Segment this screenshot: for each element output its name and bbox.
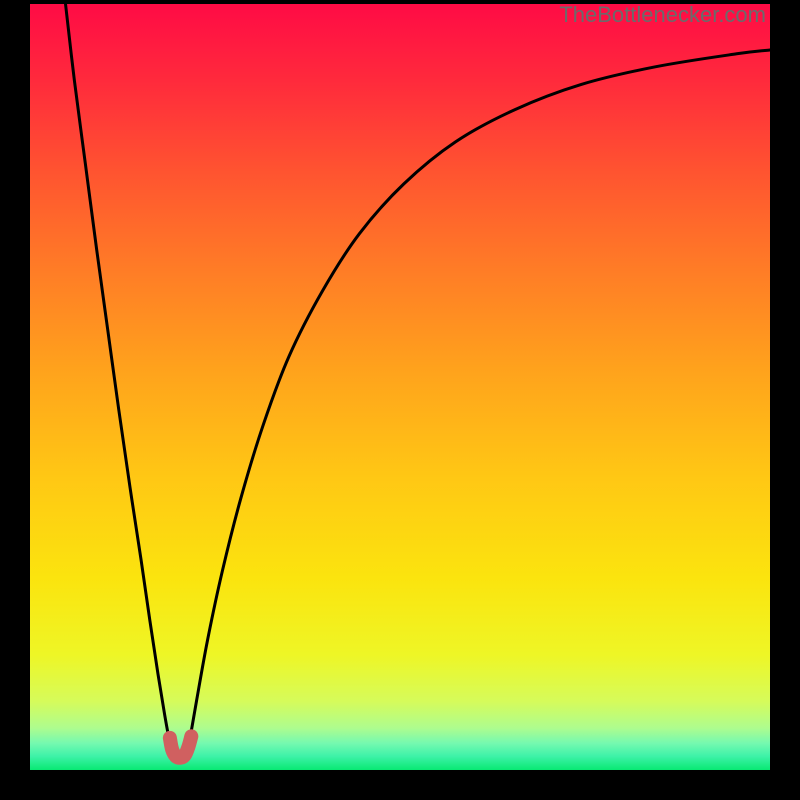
watermark-text: TheBottlenecker.com bbox=[559, 2, 766, 28]
bottleneck-curve bbox=[30, 4, 770, 770]
chart-frame: TheBottlenecker.com bbox=[0, 0, 800, 800]
plot-area bbox=[30, 4, 770, 770]
